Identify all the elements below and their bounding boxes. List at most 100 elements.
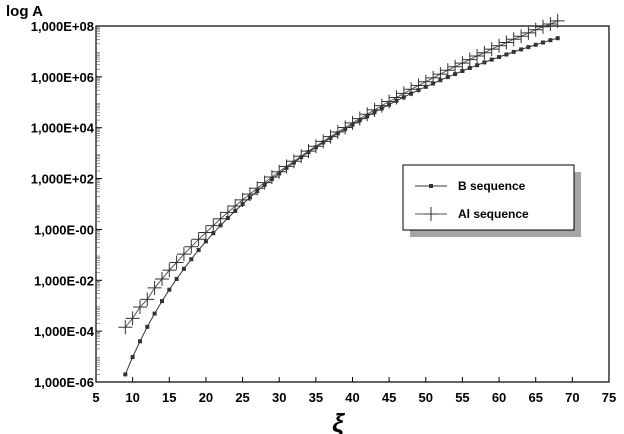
data-point bbox=[506, 32, 521, 47]
y-tick-label: 1,000E-00 bbox=[34, 222, 94, 237]
data-point bbox=[528, 22, 543, 37]
x-tick-label: 65 bbox=[528, 390, 542, 405]
data-point bbox=[155, 272, 169, 286]
data-point bbox=[162, 263, 177, 278]
data-point bbox=[470, 49, 485, 63]
data-point bbox=[323, 129, 338, 144]
data-point bbox=[279, 159, 294, 174]
legend-marker-al bbox=[424, 207, 438, 221]
data-point bbox=[352, 111, 367, 126]
data-point bbox=[514, 29, 529, 44]
data-point bbox=[389, 90, 404, 105]
data-point bbox=[455, 56, 470, 71]
data-point bbox=[426, 70, 441, 85]
y-minor-ticks bbox=[96, 26, 100, 375]
x-tick-label: 5 bbox=[92, 390, 99, 405]
data-point bbox=[536, 19, 550, 34]
data-point bbox=[242, 187, 257, 202]
data-point bbox=[176, 247, 191, 262]
data-point bbox=[294, 149, 309, 164]
data-point bbox=[440, 63, 455, 78]
data-point bbox=[125, 311, 140, 326]
data-point bbox=[477, 45, 492, 60]
data-point bbox=[521, 25, 536, 40]
data-point bbox=[345, 115, 360, 130]
y-tick-label: 1,000E+06 bbox=[31, 70, 94, 85]
data-point bbox=[382, 94, 397, 109]
data-point bbox=[206, 218, 221, 233]
data-point bbox=[526, 45, 531, 50]
data-point bbox=[203, 239, 208, 244]
data-point bbox=[167, 287, 172, 292]
x-tick-label: 25 bbox=[235, 390, 249, 405]
x-tick-label: 70 bbox=[565, 390, 579, 405]
data-point bbox=[396, 86, 411, 101]
y-tick-label: 1,000E+02 bbox=[31, 172, 94, 187]
data-point bbox=[213, 211, 228, 226]
data-point bbox=[489, 57, 494, 62]
series-al bbox=[118, 13, 565, 335]
data-point bbox=[533, 42, 538, 47]
data-point bbox=[228, 199, 243, 213]
y-axis-ticks: 1,000E-06 1,000E-04 1,000E-02 1,000E-00 1,00… bbox=[31, 19, 102, 390]
data-point bbox=[138, 339, 142, 344]
data-point bbox=[235, 192, 250, 207]
data-point bbox=[418, 74, 433, 89]
data-point bbox=[550, 13, 565, 28]
data-point bbox=[497, 55, 502, 59]
data-point bbox=[360, 107, 375, 122]
data-point bbox=[374, 98, 389, 113]
x-tick-label: 20 bbox=[199, 390, 213, 405]
x-tick-label: 75 bbox=[602, 390, 616, 405]
data-point bbox=[220, 205, 235, 220]
data-point bbox=[448, 59, 463, 74]
data-point bbox=[118, 320, 133, 335]
data-point bbox=[555, 36, 560, 41]
data-point bbox=[492, 38, 507, 53]
x-tick-label: 40 bbox=[345, 390, 359, 405]
x-tick-label: 60 bbox=[492, 390, 506, 405]
data-point bbox=[174, 277, 179, 281]
x-tick-label: 35 bbox=[309, 390, 323, 405]
data-point bbox=[467, 66, 472, 70]
y-tick-label: 1,000E+08 bbox=[31, 19, 94, 34]
data-point bbox=[548, 38, 553, 43]
x-tick-label: 10 bbox=[125, 390, 139, 405]
data-point bbox=[286, 154, 301, 169]
x-tick-label: 55 bbox=[455, 390, 469, 405]
legend-box bbox=[402, 164, 575, 231]
data-point bbox=[308, 139, 323, 154]
data-point bbox=[460, 69, 465, 73]
data-point bbox=[499, 35, 514, 50]
data-point bbox=[147, 280, 162, 295]
data-point bbox=[140, 292, 155, 307]
data-point bbox=[482, 60, 487, 65]
data-point bbox=[541, 40, 545, 45]
data-point bbox=[257, 175, 272, 190]
data-point bbox=[133, 300, 147, 314]
series-line bbox=[124, 20, 558, 328]
data-point bbox=[484, 42, 499, 57]
data-point bbox=[404, 82, 419, 97]
data-point bbox=[264, 170, 279, 184]
y-tick-label: 1,000E-06 bbox=[34, 375, 94, 390]
data-point bbox=[453, 72, 458, 77]
y-axis-title: log A bbox=[6, 3, 43, 20]
data-point bbox=[301, 144, 316, 159]
data-point bbox=[411, 78, 426, 93]
x-axis-ticks: 5 10 15 20 25 30 35 40 45 50 55 60 65 70 75 bbox=[92, 377, 616, 405]
data-point bbox=[543, 17, 558, 31]
data-point bbox=[433, 67, 448, 82]
data-point bbox=[462, 52, 477, 67]
data-point bbox=[511, 49, 516, 54]
legend: B sequence Al sequence bbox=[402, 164, 581, 237]
data-point bbox=[160, 299, 164, 304]
data-point bbox=[316, 134, 331, 149]
data-point bbox=[189, 257, 194, 262]
data-point bbox=[196, 248, 201, 252]
y-tick-label: 1,000E+04 bbox=[31, 121, 95, 136]
data-point bbox=[475, 63, 480, 68]
x-tick-label: 30 bbox=[272, 390, 286, 405]
data-point bbox=[123, 372, 128, 377]
x-tick-label: 45 bbox=[382, 390, 396, 405]
